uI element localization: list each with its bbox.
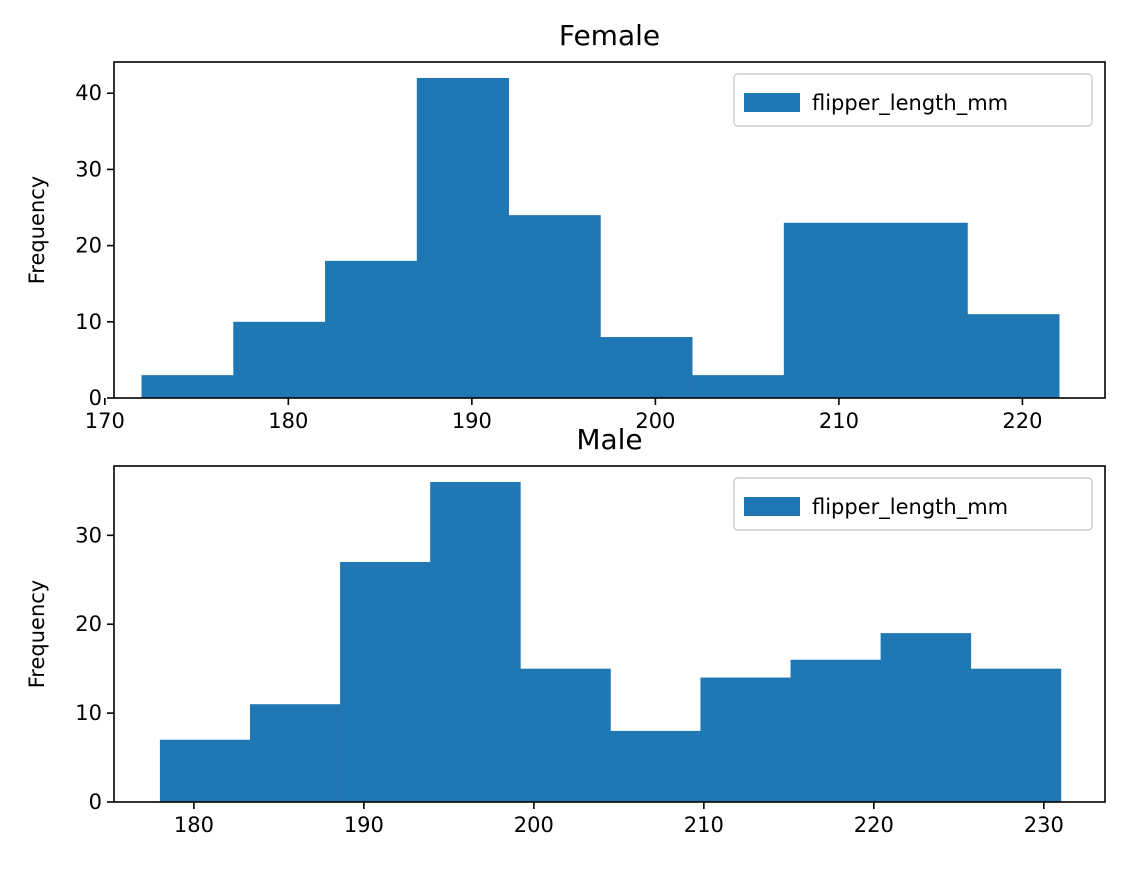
chart-title: Female (559, 19, 660, 52)
y-tick-label: 10 (75, 310, 102, 334)
histogram-bar (508, 215, 601, 398)
x-tick-label: 190 (344, 813, 384, 837)
y-tick-label: 10 (75, 701, 102, 725)
legend-box (733, 477, 1093, 531)
y-tick-label: 0 (89, 386, 102, 410)
female-histogram: 170 180 190 200 210 220 0 10 20 30 40 Female Frequen… (25, 19, 1106, 433)
histogram-bar (970, 668, 1062, 802)
histogram-bar (783, 222, 876, 398)
histogram-bar (416, 78, 509, 398)
male-histogram: 180 190 200 210 220 230 0 10 20 30 Male Frequency fl… (25, 423, 1106, 837)
legend-swatch (744, 93, 800, 112)
axes-frame (113, 61, 1106, 399)
x-tick-label: 220 (854, 813, 894, 837)
legend-label: flipper_length_mm (812, 495, 1008, 520)
x-tick-label: 200 (635, 409, 675, 433)
y-tick-label: 20 (75, 234, 102, 258)
axes-frame (113, 465, 1106, 803)
x-tick-label: 200 (514, 813, 554, 837)
y-axis-label: Frequency (25, 580, 49, 689)
x-tick-label: 170 (85, 409, 125, 433)
histogram-bar (600, 337, 693, 398)
y-tick-label: 30 (75, 157, 102, 181)
histogram-bar (880, 633, 972, 802)
y-tick-label: 30 (75, 523, 102, 547)
histogram-bar (790, 659, 882, 802)
x-tick-label: 210 (684, 813, 724, 837)
legend-box (733, 73, 1093, 127)
histogram-bar (692, 375, 785, 398)
histogram-bar (249, 704, 341, 802)
x-tick-label: 210 (819, 409, 859, 433)
histogram-bar (340, 562, 431, 802)
y-tick-label: 0 (89, 790, 102, 814)
y-axis-label: Frequency (25, 176, 49, 285)
legend-label: flipper_length_mm (812, 91, 1008, 116)
x-tick-label: 230 (1024, 813, 1064, 837)
histogram-bar (159, 739, 251, 802)
x-tick-label: 180 (174, 813, 214, 837)
histogram-bar (700, 677, 791, 802)
histogram-bar (233, 321, 326, 398)
histogram-bar (610, 730, 701, 802)
histogram-bar (875, 222, 968, 398)
legend-swatch (744, 497, 800, 516)
histogram-bar (520, 668, 611, 802)
x-tick-label: 180 (268, 409, 308, 433)
histogram-bar (325, 260, 418, 398)
y-tick-label: 40 (75, 81, 102, 105)
x-tick-label: 220 (1002, 409, 1042, 433)
chart-title: Male (576, 423, 642, 456)
y-tick-label: 20 (75, 612, 102, 636)
x-tick-label: 190 (452, 409, 492, 433)
histogram-bar (430, 482, 521, 802)
histogram-bar (141, 375, 234, 398)
histogram-bar (967, 314, 1060, 398)
